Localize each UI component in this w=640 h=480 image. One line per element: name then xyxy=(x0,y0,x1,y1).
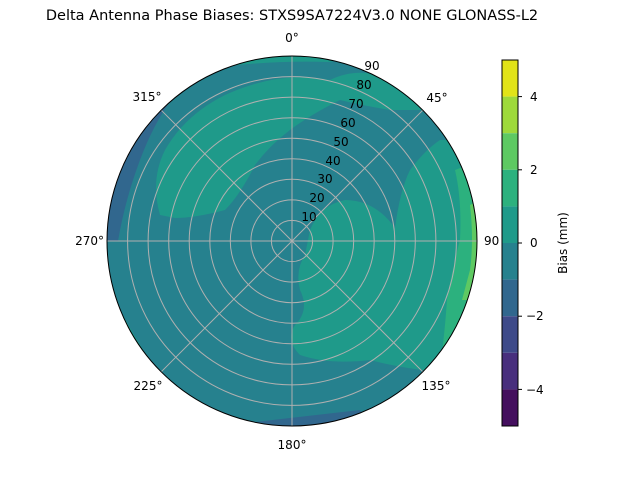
colorbar-tick-neg2: −2 xyxy=(526,309,544,323)
radial-label-20: 20 xyxy=(309,191,324,205)
radial-label-90: 90 xyxy=(364,59,379,73)
chart-title: Delta Antenna Phase Biases: STXS9SA7224V… xyxy=(45,8,539,24)
radial-label-70: 70 xyxy=(348,97,363,111)
radial-label-10: 10 xyxy=(301,210,316,224)
angle-label-0: 0° xyxy=(285,31,299,45)
angle-label-180: 180° xyxy=(278,438,307,452)
radial-label-40: 40 xyxy=(325,154,340,168)
radial-label-80: 80 xyxy=(356,78,371,92)
radial-label-30: 30 xyxy=(317,172,332,186)
colorbar-tick-neg4: −4 xyxy=(526,383,544,397)
angle-label-315: 315° xyxy=(133,90,162,104)
polar-grid xyxy=(107,56,477,426)
angle-label-90: 90 xyxy=(484,234,499,248)
angle-label-270: 270° xyxy=(75,234,104,248)
colorbar-label: Bias (mm) xyxy=(556,212,570,274)
colorbar-tick-2: 2 xyxy=(530,163,538,177)
colorbar-tick-0: 0 xyxy=(530,236,538,250)
angle-label-135: 135° xyxy=(422,379,451,393)
polar-frame xyxy=(106,55,478,427)
colorbar-tick-4: 4 xyxy=(530,90,538,104)
angle-label-225: 225° xyxy=(134,379,163,393)
angle-label-45: 45° xyxy=(426,91,447,105)
radial-label-50: 50 xyxy=(333,135,348,149)
radial-label-60: 60 xyxy=(340,116,355,130)
colorbar: 4 2 0 −2 −4 Bias (mm) xyxy=(501,59,570,427)
